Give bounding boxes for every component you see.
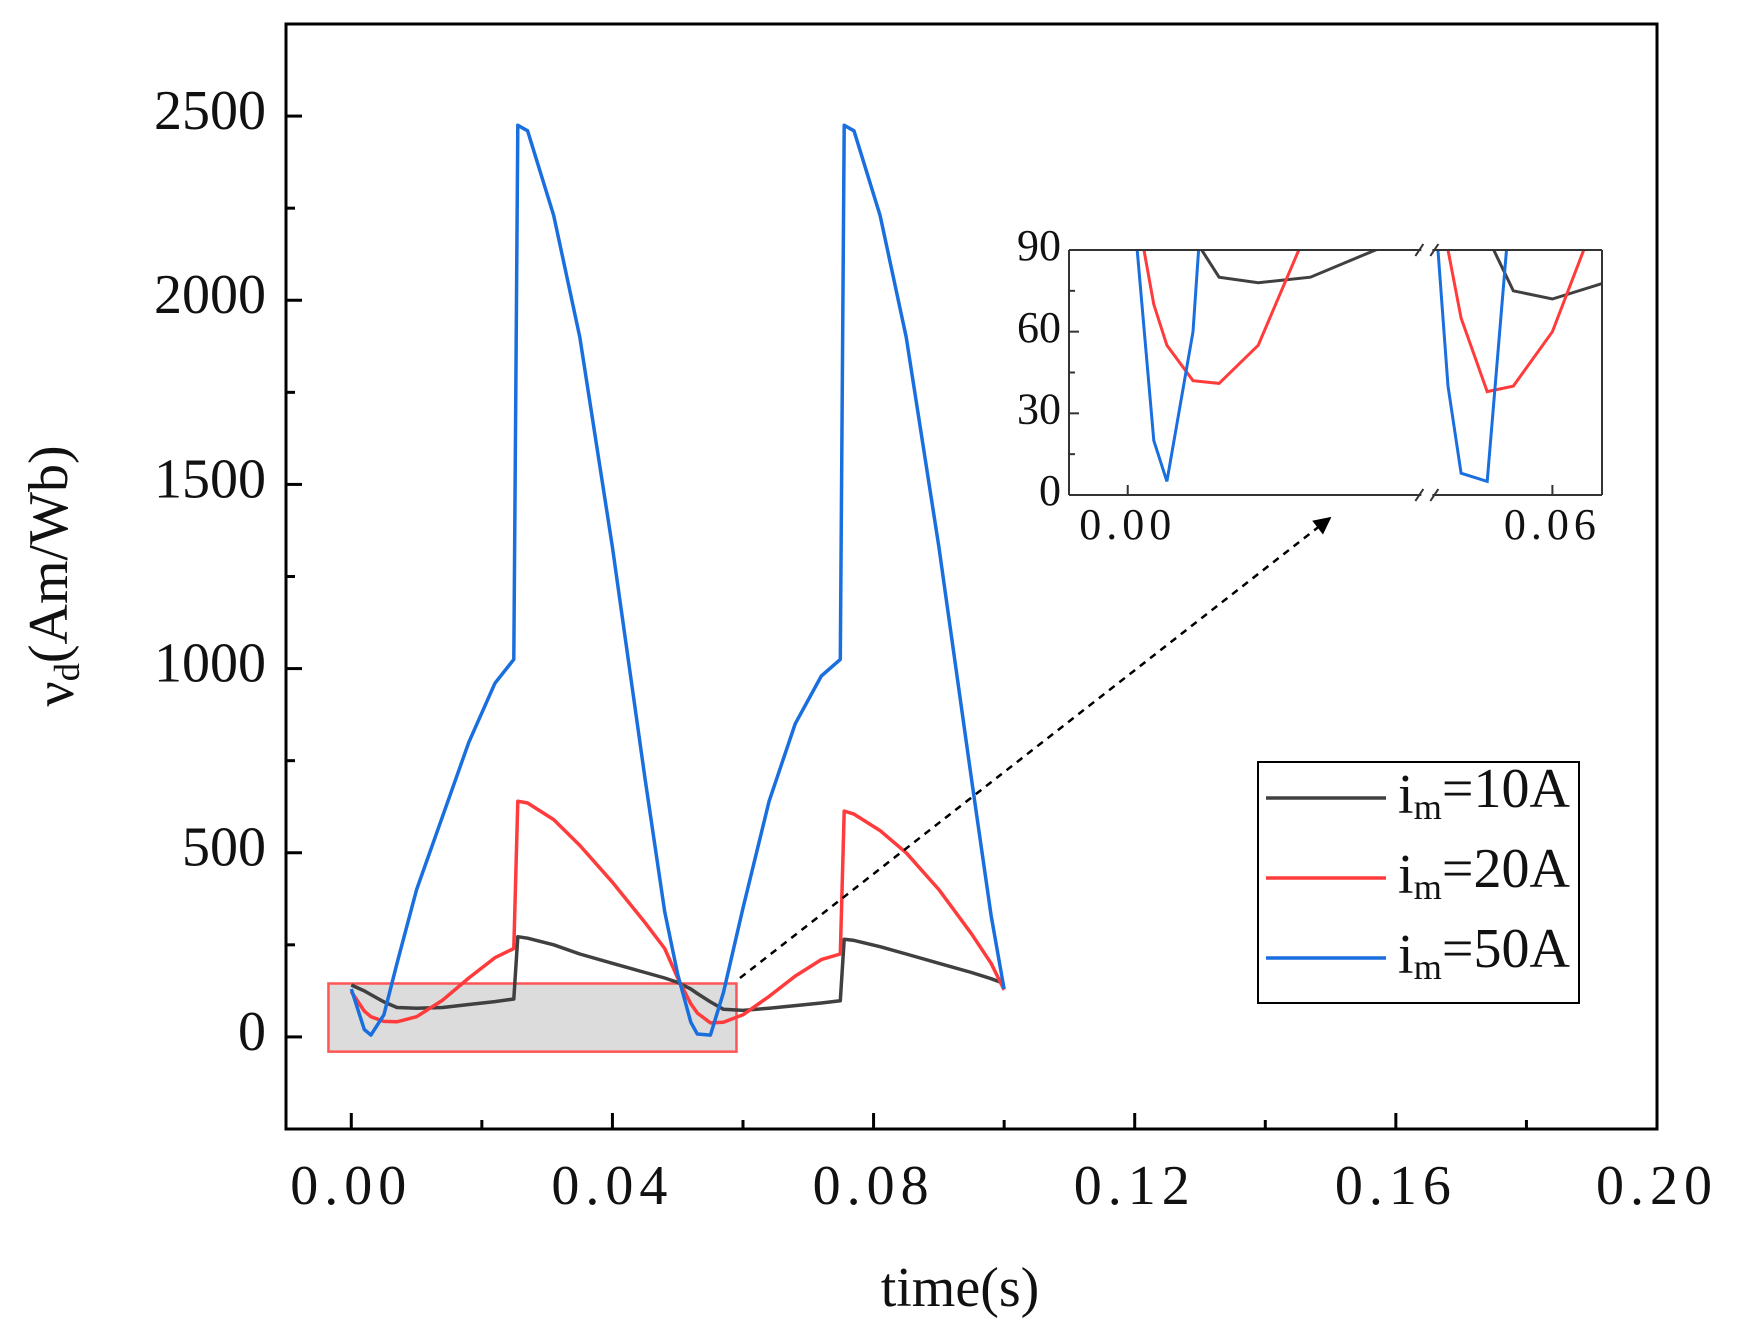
x-tick-label: 0.16 [1335,1155,1457,1217]
inset-y-tick-label: 30 [1017,384,1061,433]
x-tick-label: 0.20 [1596,1155,1718,1217]
y-axis-label: νd(Am/Wb) [18,445,87,706]
axis-break [1414,488,1440,502]
inset-x-tick-label: 0.00 [1079,500,1176,549]
x-tick-label: 0.12 [1074,1155,1196,1217]
inset-series-line [1199,250,1380,285]
series-line [350,934,1005,1013]
x-tick-label: 0.04 [551,1155,673,1217]
inset-y-tick-label: 0 [1039,466,1061,515]
x-tick-label: 0.00 [290,1155,412,1217]
legend-label: im=10A [1398,758,1570,827]
y-tick-label: 2500 [154,80,266,142]
legend-label: im=20A [1398,838,1570,907]
zoom-box [327,982,738,1053]
legend-box [1257,761,1580,1004]
y-tick-label: 1500 [154,448,266,510]
x-axis-label: time(s) [881,1257,1040,1319]
zoom-arrow [739,516,1332,979]
y-tick-label: 1000 [154,632,266,694]
axis-break [1414,243,1440,257]
series-line [349,123,1006,1037]
inset-y-tick-label: 60 [1017,303,1061,352]
y-tick-label: 2000 [154,264,266,326]
y-tick-label: 500 [182,817,266,879]
y-tick-label: 0 [238,1001,266,1063]
legend-label: im=50A [1398,918,1570,987]
inset-y-tick-label: 90 [1017,221,1061,270]
inset-x-tick-label: 0.06 [1504,500,1601,549]
inset-series-line [1142,250,1301,385]
x-tick-label: 0.08 [813,1155,935,1217]
